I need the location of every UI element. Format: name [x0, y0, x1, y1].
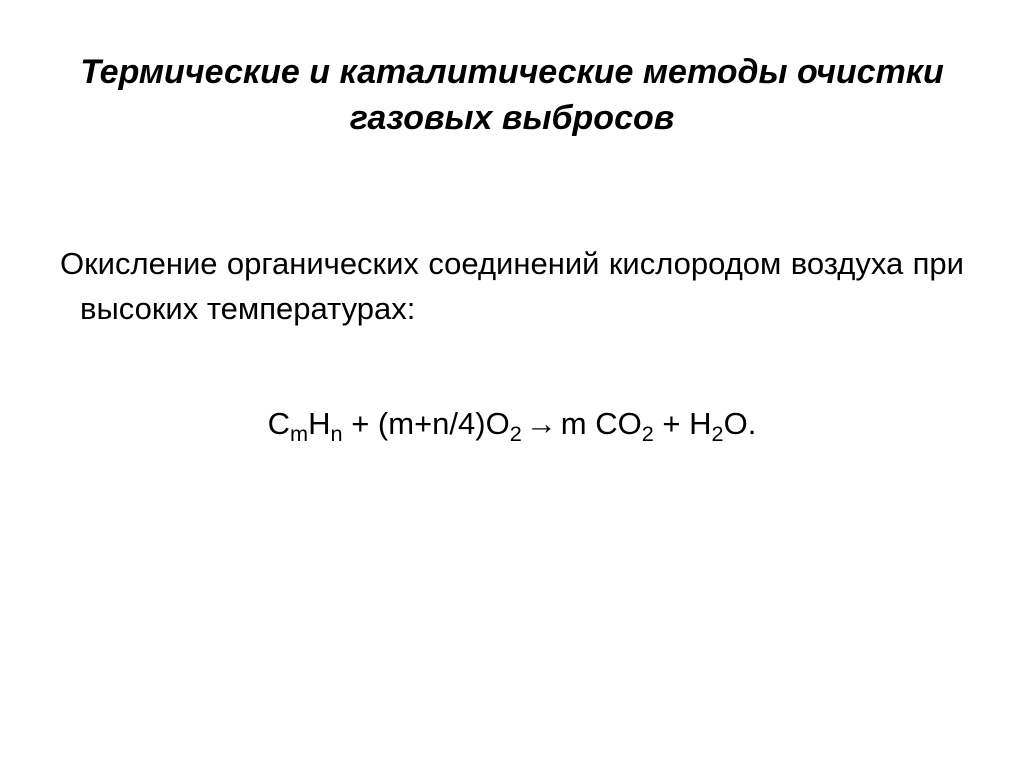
slide-title: Термические и каталитические методы очис… — [60, 50, 964, 142]
reactant-oxygen: O2 — [486, 406, 522, 441]
co2-coefficient: m — [561, 406, 595, 441]
product-water: H2O — [689, 406, 748, 441]
period: . — [748, 406, 757, 441]
reaction-arrow-icon: → — [522, 402, 561, 445]
chemical-equation: CmHn + (m+n/4)O2 → m CO2 + H2O. — [60, 402, 964, 450]
body-paragraph: Окисление органических соединений кислор… — [60, 242, 964, 332]
reactant-hydrocarbon: CmHn — [268, 406, 343, 441]
product-co2: CO2 — [595, 406, 654, 441]
oxygen-coefficient: (m+n/4) — [378, 406, 486, 441]
plus-sign: + — [654, 406, 689, 441]
plus-sign: + — [343, 406, 378, 441]
